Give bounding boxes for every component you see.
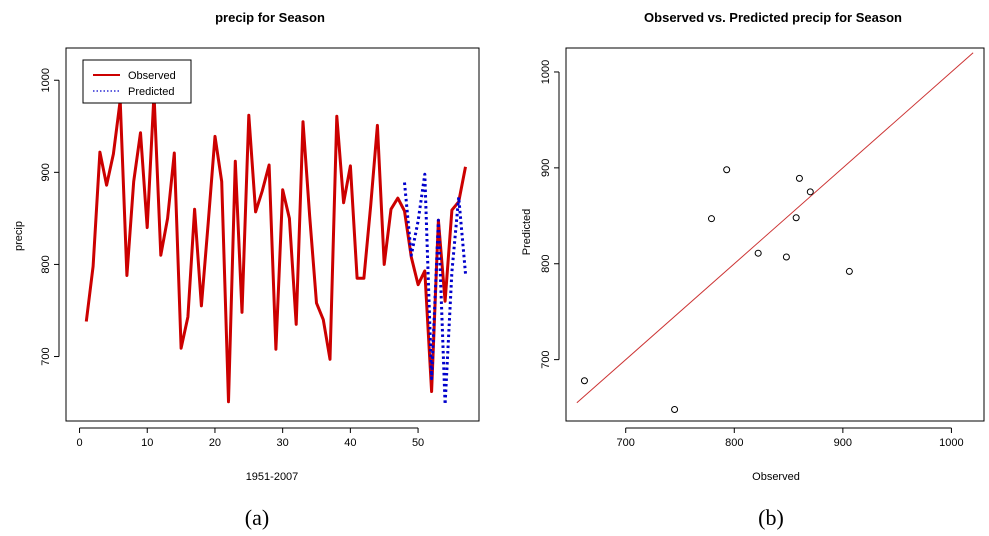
scatter-point [795,174,803,182]
chart-b-x-tick-label: 700 [617,437,635,449]
chart-b-x-axis-title: Observed [752,471,800,483]
chart-a-x-axis-title: 1951-2007 [246,471,299,483]
chart-a-x-tick-label: 40 [344,437,356,449]
chart-b-y-tick-label: 1000 [540,60,552,84]
chart-b-plot-frame [565,47,985,422]
legend-box [82,59,192,104]
reference-line [576,52,974,404]
chart-b-x-tick-label: 1000 [939,437,963,449]
series-line-predicted [403,172,467,406]
chart-b-y-tick-label: 800 [540,255,552,273]
scatter-point [806,188,814,196]
chart-a-plot-frame [65,47,480,422]
chart-b-y-tick-label: 700 [540,350,552,368]
legend-observed-label: Observed [128,70,176,82]
scatter-point [723,166,731,174]
scatter-point [707,215,715,223]
chart-a-legend: Observed Predicted [82,59,192,104]
chart-a-y-tick-label: 1000 [40,68,52,92]
chart-a-x-tick-label: 50 [412,437,424,449]
panel-a-caption: (a) [245,505,269,530]
chart-b-title: Observed vs. Predicted precip for Season [644,10,902,25]
chart-a-y-tick-label: 900 [40,163,52,181]
chart-b-y-axis-title: Predicted [521,209,533,255]
scatter-point [580,377,588,385]
panel-b: Observed vs. Predicted precip for Season… [521,10,985,530]
chart-a-y-tick-label: 800 [40,255,52,273]
chart-a-title: precip for Season [215,10,325,25]
scatter-point [845,267,853,275]
scatter-point [792,214,800,222]
chart-a-x-tick-label: 20 [209,437,221,449]
chart-a-series-layer [84,92,467,406]
chart-b-y-tick-label: 900 [540,159,552,177]
panel-a: precip for Season 0 10 20 30 40 50 700 800 900 10… [13,10,480,530]
legend-predicted-label: Predicted [128,86,174,98]
scatter-point [782,253,790,261]
chart-a-x-tick-label: 0 [76,437,82,449]
chart-b-axes: 700 800 900 1000 700 800 900 1000 [540,60,964,449]
chart-a-axes: 0 10 20 30 40 50 700 800 900 1000 [40,68,424,449]
chart-a-y-tick-label: 700 [40,347,52,365]
chart-b-points-layer [576,52,974,413]
scatter-point [671,405,679,413]
panel-b-caption: (b) [758,505,784,530]
chart-b-x-tick-label: 900 [834,437,852,449]
chart-a-x-tick-label: 30 [277,437,289,449]
chart-b-x-tick-label: 800 [725,437,743,449]
scatter-point [754,249,762,257]
series-line-observed [84,92,467,404]
chart-a-y-axis-title: precip [13,221,25,251]
chart-a-x-tick-label: 10 [141,437,153,449]
